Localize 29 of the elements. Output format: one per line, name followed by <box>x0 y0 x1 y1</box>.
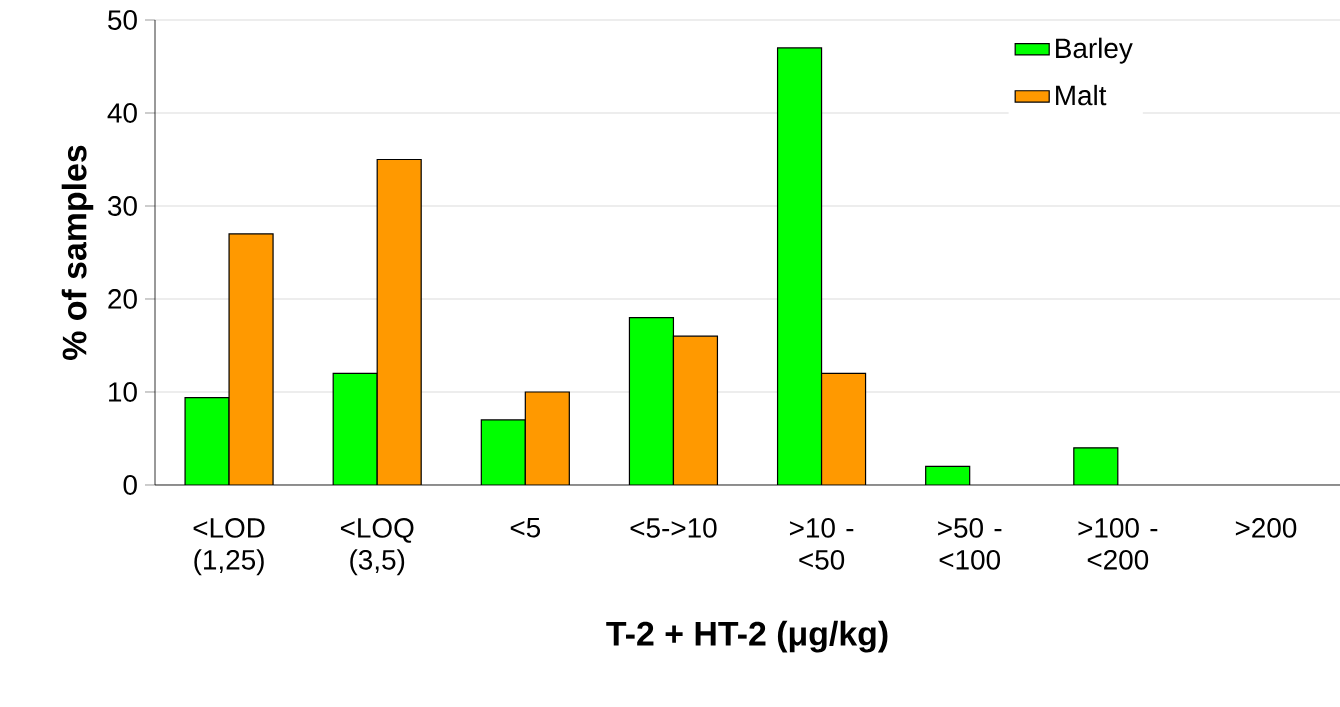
y-tick-label: 40 <box>107 103 137 123</box>
bar <box>673 336 718 485</box>
bar <box>185 397 230 485</box>
x-tick-label: <5->10 <box>630 518 717 538</box>
x-tick-label: <5 <box>510 518 541 538</box>
bar <box>377 159 422 485</box>
x-tick-label: <LOD (1,25) <box>193 518 265 576</box>
legend-label: Barley <box>1056 37 1133 64</box>
x-tick-label: >100 - <200 <box>1078 518 1158 570</box>
bar <box>777 47 822 485</box>
bar <box>820 372 867 485</box>
x-tick-label: >10 - <50 <box>789 518 854 570</box>
bar <box>333 373 378 485</box>
y-tick-label: 30 <box>108 196 137 216</box>
bar <box>629 317 674 485</box>
x-tick-label: <LOQ (3,5) <box>340 518 414 576</box>
x-axis-title: T-2 + HT-2 (μg/kg) <box>606 620 888 653</box>
x-tick-label: >200 <box>1235 518 1297 538</box>
y-tick-label: 0 <box>123 475 137 495</box>
bar <box>525 392 570 485</box>
bar <box>229 233 274 485</box>
bar <box>481 419 526 485</box>
bar <box>1073 447 1119 485</box>
legend-label: Malt <box>1056 84 1107 106</box>
x-tick-label: >50 - <100 <box>938 518 1002 570</box>
y-tick-label: 50 <box>108 10 137 30</box>
y-axis-title: % of samples <box>61 145 94 360</box>
y-tick-label: 20 <box>108 289 137 309</box>
y-tick-label: 10 <box>109 382 137 402</box>
